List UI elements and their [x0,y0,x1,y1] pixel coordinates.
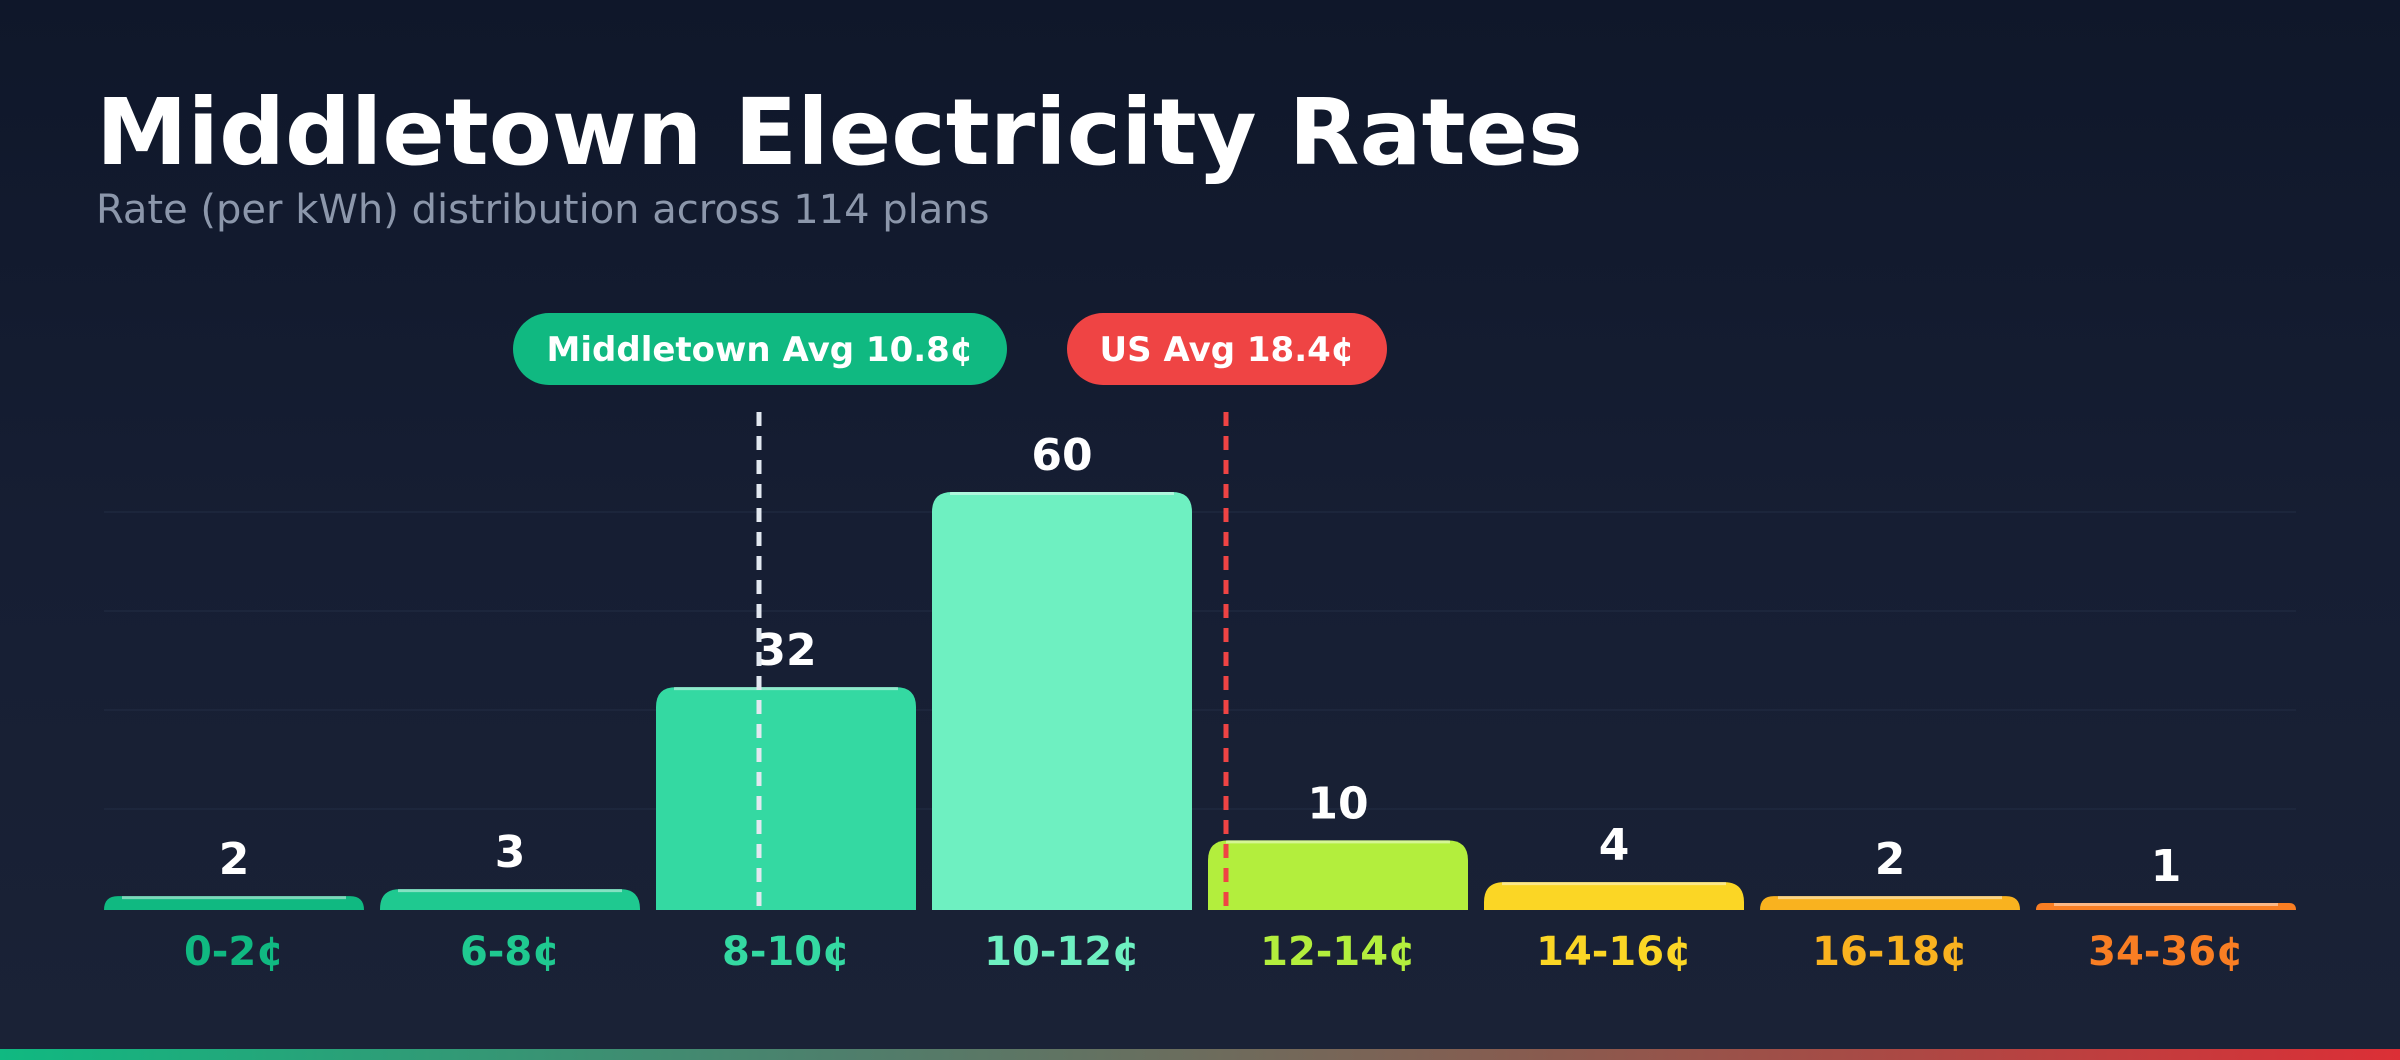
average-annotations: Middletown Avg 10.8¢ US Avg 18.4¢ [513,313,1387,910]
tick-label-0: 0-2¢ [184,929,284,975]
bar-0 [104,896,364,910]
tick-label-6: 16-18¢ [1812,929,1968,975]
bars [104,492,2296,910]
tick-label-3: 10-12¢ [984,929,1140,975]
value-label-0: 2 [219,834,250,885]
value-label-5: 4 [1599,820,1630,871]
bar-1 [380,889,640,910]
value-label-4: 10 [1307,778,1368,829]
gridlines [104,511,2296,810]
tick-label-1: 6-8¢ [460,929,560,975]
value-label-2: 32 [755,625,816,676]
tick-label-5: 14-16¢ [1536,929,1692,975]
chart-subtitle: Rate (per kWh) distribution across 114 p… [96,187,990,233]
value-label-1: 3 [495,827,526,878]
x-tick-labels: 0-2¢ 6-8¢ 8-10¢ 10-12¢ 12-14¢ 14-16¢ 16-18¢ 34-… [184,929,2244,975]
value-label-6: 2 [1875,834,1906,885]
bar-3 [932,492,1192,910]
bar-6 [1760,896,2020,910]
value-labels: 2 3 32 60 10 4 2 1 [219,430,2182,892]
value-label-3: 60 [1031,430,1092,481]
chart-title: Middletown Electricity Rates [96,79,1583,186]
bar-2 [656,687,916,910]
bar-4 [1208,840,1468,910]
tick-label-4: 12-14¢ [1260,929,1416,975]
bottom-accent-stripe [0,1049,2400,1060]
value-label-7: 1 [2151,841,2182,892]
tick-label-7: 34-36¢ [2088,929,2244,975]
avg-pill-label-0: Middletown Avg 10.8¢ [547,330,974,370]
tick-label-2: 8-10¢ [722,929,850,975]
bar-5 [1484,882,1744,910]
avg-pill-0 [513,313,1007,385]
bar-7 [2036,903,2296,910]
avg-pill-label-1: US Avg 18.4¢ [1100,330,1355,370]
avg-pill-1 [1067,313,1387,385]
